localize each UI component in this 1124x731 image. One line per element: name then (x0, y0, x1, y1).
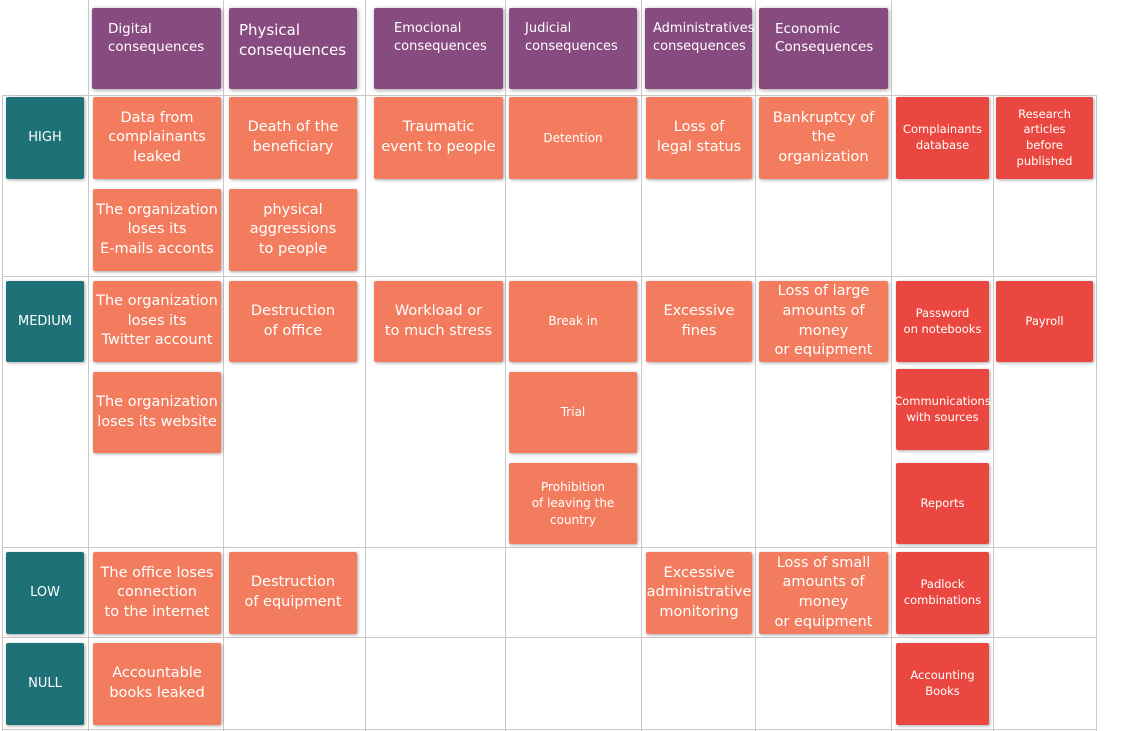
asset-card: Accounting Books (896, 643, 989, 725)
consequence-card: Traumatic event to people (374, 97, 503, 179)
consequence-card: The organization loses its Twitter accou… (93, 281, 221, 362)
grid-line (223, 0, 224, 731)
consequence-card: Excessive administrative monitoring (646, 552, 752, 634)
grid-line (993, 95, 994, 731)
consequence-card: physical aggressions to people (229, 189, 357, 271)
asset-card: Communications with sources (894, 369, 991, 450)
category-physical: Physical consequences (229, 8, 357, 89)
category-emotional: Emocional consequences (374, 8, 503, 89)
asset-card: Padlock combinations (896, 552, 989, 634)
grid-line (2, 95, 1097, 96)
grid-line (2, 276, 1097, 277)
grid-line (88, 0, 89, 731)
asset-card: Password on notebooks (896, 281, 989, 362)
consequence-card: Loss of small amounts of money or equipm… (759, 552, 888, 634)
asset-card: Reports (896, 463, 989, 544)
grid-line (2, 637, 1097, 638)
consequence-card: Detention (509, 97, 637, 179)
consequence-card: The office loses connection to the inter… (93, 552, 221, 634)
asset-card: Complainants database (896, 97, 989, 179)
grid-line (505, 0, 506, 731)
consequence-card: Loss of legal status (646, 97, 752, 179)
asset-card: Research articles before published (996, 97, 1093, 179)
consequence-card: Destruction of office (229, 281, 357, 362)
consequence-card: Excessive fines (646, 281, 752, 362)
consequence-card: The organization loses its website (93, 372, 221, 453)
category-administratives: Administratives consequences (645, 8, 754, 89)
grid-line (365, 0, 366, 731)
consequence-card: Break in (509, 281, 637, 362)
grid-line (755, 0, 756, 731)
consequence-card: Bankruptcy of the organization (759, 97, 888, 179)
consequence-card: Workload or to much stress (374, 281, 503, 362)
consequence-card: The organization loses its E-mails accon… (93, 189, 221, 271)
grid-line (2, 729, 1097, 730)
grid-line (641, 0, 642, 731)
grid-line (2, 547, 1097, 548)
asset-card: Payroll (996, 281, 1093, 362)
consequence-card: Destruction of equipment (229, 552, 357, 634)
grid-line (1096, 95, 1097, 731)
category-economic: Economic Consequences (759, 8, 888, 89)
consequence-card: Prohibition of leaving the country (509, 463, 637, 544)
grid-line (891, 0, 892, 731)
consequence-card: Accountable books leaked (93, 643, 221, 725)
consequence-card: Trial (509, 372, 637, 453)
level-null: NULL (6, 643, 84, 725)
consequence-card: Loss of large amounts of money or equipm… (759, 281, 888, 362)
category-digital: Digital consequences (92, 8, 221, 89)
level-high: HIGH (6, 97, 84, 179)
level-low: LOW (6, 552, 84, 634)
category-judicial: Judicial consequences (509, 8, 637, 89)
consequence-card: Data from complainants leaked (93, 97, 221, 179)
level-medium: MEDIUM (6, 281, 84, 362)
consequence-card: Death of the beneficiary (229, 97, 357, 179)
grid-line (2, 95, 3, 731)
